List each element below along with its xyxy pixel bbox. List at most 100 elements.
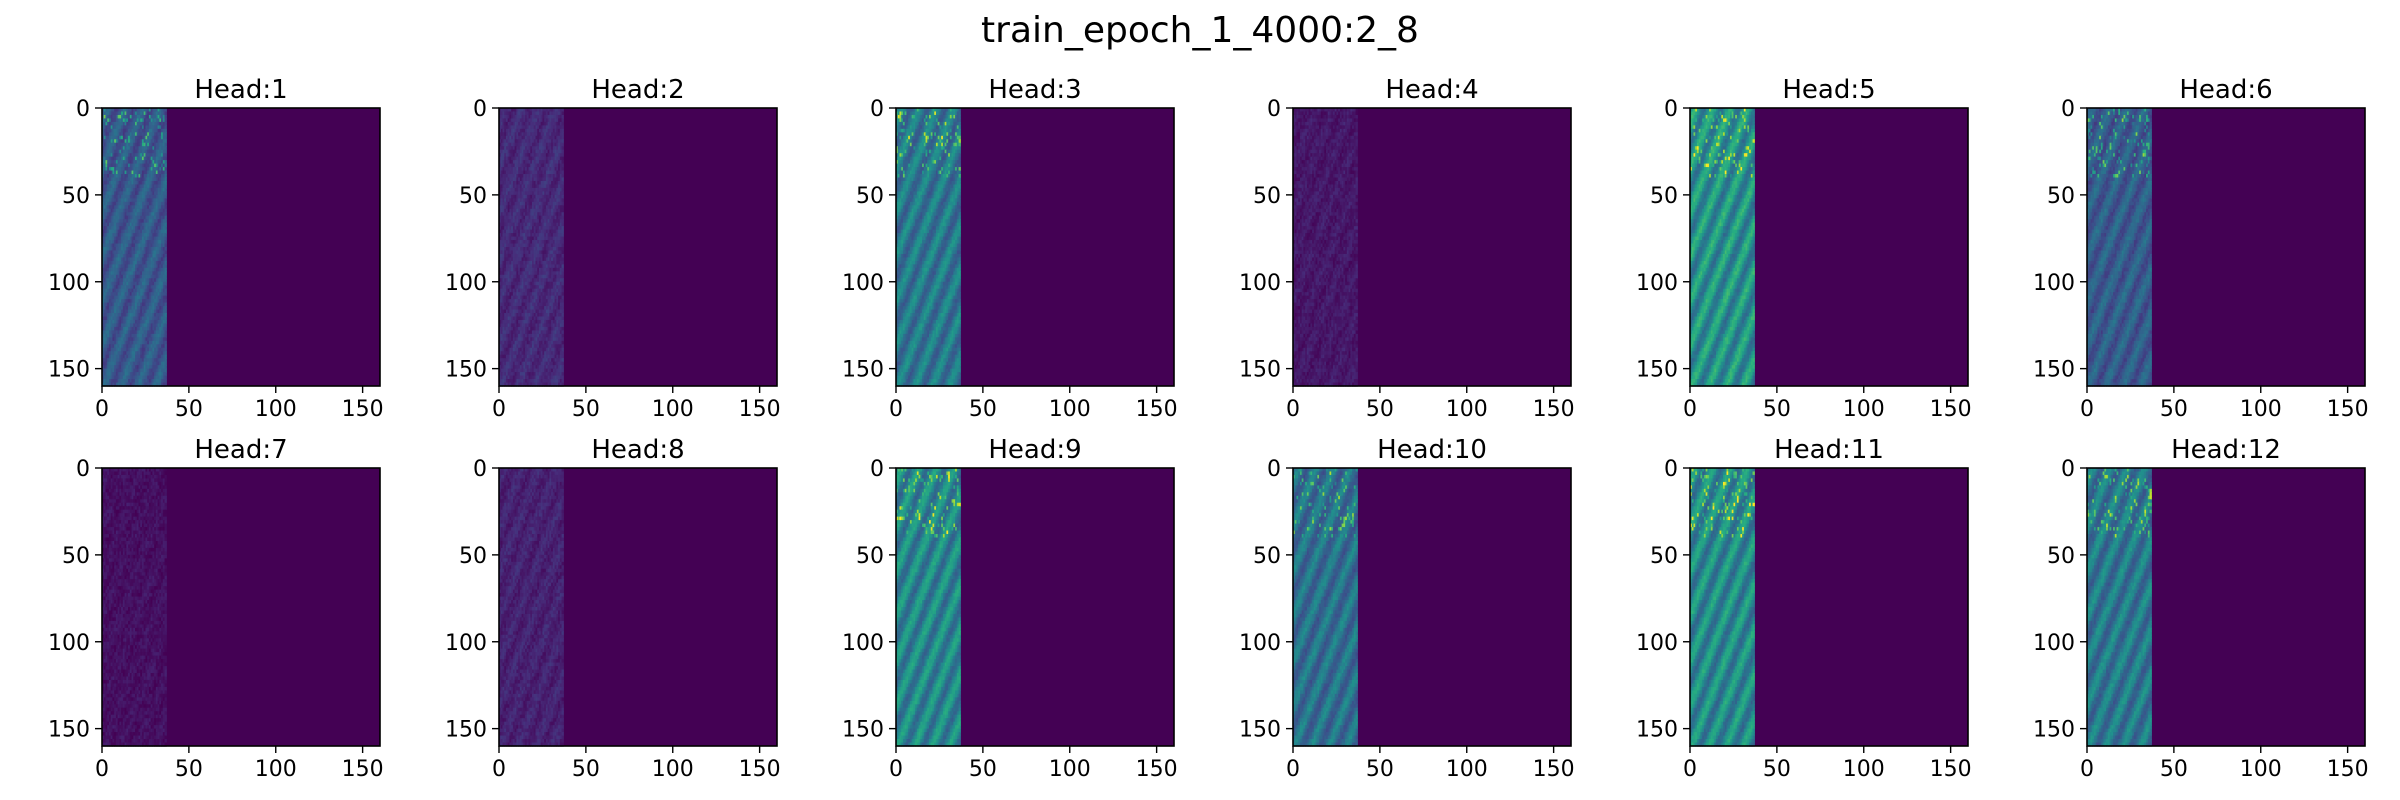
heatmap-cell (165, 195, 167, 199)
x-tick-label: 150 (342, 397, 384, 422)
heatmap-cell (165, 355, 167, 359)
heatmap-cell (165, 115, 167, 119)
heatmap-cell (165, 136, 167, 140)
y-tick-label: 100 (48, 271, 90, 296)
heatmap-cell (165, 247, 167, 251)
heatmap-cell (165, 317, 167, 321)
heatmap-cell (165, 188, 167, 192)
heatmap-cell (165, 261, 167, 265)
heatmap-cell (165, 365, 167, 369)
heatmap-cell (562, 125, 564, 129)
heatmap-cell (165, 181, 167, 185)
heatmap-cell (165, 271, 167, 275)
heatmap-cell (165, 289, 167, 293)
heatmap-cell (165, 150, 167, 154)
y-tick-label: 0 (76, 97, 90, 122)
heatmap-cell (165, 111, 167, 115)
heatmap-cell (165, 205, 167, 209)
heatmap-cell (165, 118, 167, 122)
heatmap-cell (562, 118, 564, 122)
heatmap-cell (165, 202, 167, 206)
heatmap-cell (165, 376, 167, 380)
heatmap-cell (165, 178, 167, 182)
heatmap-cell (165, 132, 167, 136)
heatmap-cell (165, 143, 167, 147)
heatmap-cell (165, 275, 167, 279)
heatmap-cell (165, 250, 167, 254)
heatmap-cell (165, 233, 167, 237)
heatmap-cell (165, 348, 167, 352)
heatmap-cell (165, 306, 167, 310)
panel-title: Head:1 (194, 75, 287, 105)
heatmap-cell (165, 344, 167, 348)
heatmap-cell (165, 296, 167, 300)
heatmap-cell (165, 341, 167, 345)
heatmap-cell (562, 129, 564, 133)
heatmap-cell (562, 115, 564, 119)
heatmap-cell (165, 146, 167, 150)
heatmap-cell (165, 379, 167, 383)
heatmap-cell (165, 240, 167, 244)
heatmap-cell (165, 198, 167, 202)
heatmap-cell (562, 150, 564, 154)
heatmap-cells (499, 108, 564, 387)
heatmap-cell (165, 310, 167, 314)
heatmap-cell (165, 139, 167, 143)
heatmap-cell (165, 264, 167, 268)
heatmap-cell (165, 226, 167, 230)
x-tick-label: 50 (175, 397, 203, 422)
heatmap-cell (562, 132, 564, 136)
heatmap-cell (165, 320, 167, 324)
heatmap-cell (165, 125, 167, 129)
heatmap-cell (165, 351, 167, 355)
heatmap-cell (165, 299, 167, 303)
heatmap-cell (165, 327, 167, 331)
heatmap-cell (165, 167, 167, 171)
heatmap-cell (165, 184, 167, 188)
heatmap-cell (165, 164, 167, 168)
figure-title: train_epoch_1_4000:2_8 (981, 10, 1419, 51)
heatmap-cell (562, 122, 564, 126)
heatmap-cell (165, 216, 167, 220)
heatmap-cell (562, 111, 564, 115)
heatmap-cell (562, 146, 564, 150)
heatmap-cell (165, 362, 167, 366)
heatmap-cell (165, 171, 167, 175)
heatmap-cell (165, 372, 167, 376)
x-tick-label: 100 (255, 397, 297, 422)
x-tick-label: 0 (95, 397, 109, 422)
heatmap-cell (165, 223, 167, 227)
heatmap-cell (165, 122, 167, 126)
heatmap-cell (165, 157, 167, 161)
heatmap-cell (165, 244, 167, 248)
heatmap-cells (102, 108, 167, 387)
heatmap-cell (165, 337, 167, 341)
heatmap-cell (165, 268, 167, 272)
heatmap-cell (165, 219, 167, 223)
y-tick-label: 150 (48, 358, 90, 383)
heatmap-cell (165, 160, 167, 164)
heatmap-cell (165, 282, 167, 286)
heatmap-cell (165, 209, 167, 213)
heatmap-cell (165, 191, 167, 195)
heatmap-cell (165, 313, 167, 317)
heatmap-cell (562, 136, 564, 140)
heatmap-cell (562, 139, 564, 143)
heatmap-cell (165, 323, 167, 327)
heatmap-cell (165, 358, 167, 362)
heatmap-cell (165, 230, 167, 234)
heatmap-cell (165, 285, 167, 289)
heatmap-cell (562, 143, 564, 147)
heatmap-cell (165, 237, 167, 241)
heatmap-cell (165, 129, 167, 133)
heatmap-cell (165, 212, 167, 216)
heatmap-cell (165, 369, 167, 373)
heatmap-cell (165, 257, 167, 261)
heatmap-cell (165, 254, 167, 258)
heatmap-cell (165, 303, 167, 307)
heatmap-cell (165, 174, 167, 178)
heatmap-cell (165, 292, 167, 296)
heatmap-cell (165, 153, 167, 157)
heatmap-cell (165, 278, 167, 282)
